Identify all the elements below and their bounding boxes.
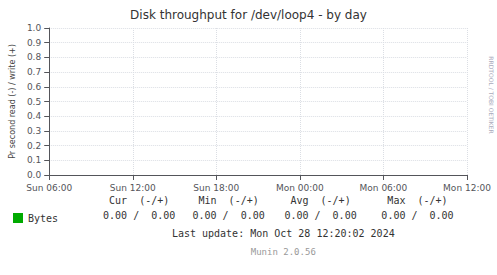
svg-text:0.7: 0.7: [27, 67, 41, 77]
svg-text:0.00 / 0.00: 0.00 / 0.00: [381, 210, 453, 221]
svg-text:1.0: 1.0: [27, 23, 42, 33]
svg-text:Min (-/+): Min (-/+): [199, 195, 259, 206]
svg-text:Mon 00:00: Mon 00:00: [276, 183, 324, 193]
svg-text:0.3: 0.3: [27, 126, 41, 136]
svg-text:Avg (-/+): Avg (-/+): [290, 195, 350, 206]
svg-text:Mon 12:00: Mon 12:00: [443, 183, 491, 193]
svg-text:0.00 / 0.00: 0.00 / 0.00: [192, 210, 264, 221]
svg-text:Last update: Mon Oct 28 12:20:: Last update: Mon Oct 28 12:20:02 2024: [172, 228, 395, 239]
svg-text:0.8: 0.8: [27, 52, 42, 62]
svg-text:Max (-/+): Max (-/+): [387, 195, 447, 206]
svg-text:Sun 12:00: Sun 12:00: [110, 183, 156, 193]
svg-text:Disk throughput for /dev/loop4: Disk throughput for /dev/loop4 - by day: [130, 8, 367, 22]
svg-text:Pr second read (-) / write (+): Pr second read (-) / write (+): [8, 44, 17, 159]
svg-text:0.6: 0.6: [27, 82, 42, 92]
svg-text:0.00 / 0.00: 0.00 / 0.00: [284, 210, 356, 221]
svg-text:0.2: 0.2: [27, 141, 41, 151]
svg-text:0.00 / 0.00: 0.00 / 0.00: [103, 210, 175, 221]
svg-text:0.1: 0.1: [27, 155, 41, 165]
svg-text:0.4: 0.4: [27, 111, 42, 121]
svg-text:Sun 06:00: Sun 06:00: [26, 183, 72, 193]
svg-text:Mon 06:00: Mon 06:00: [360, 183, 408, 193]
svg-text:Bytes: Bytes: [28, 213, 58, 224]
svg-text:0.0: 0.0: [27, 170, 42, 180]
svg-text:Cur (-/+): Cur (-/+): [109, 195, 169, 206]
svg-text:0.5: 0.5: [27, 97, 41, 107]
svg-text:0.9: 0.9: [27, 38, 42, 48]
svg-text:Munin 2.0.56: Munin 2.0.56: [251, 247, 316, 257]
svg-text:Sun 18:00: Sun 18:00: [193, 183, 239, 193]
svg-text:RRDTOOL / TOBI OETIKER: RRDTOOL / TOBI OETIKER: [488, 56, 495, 133]
